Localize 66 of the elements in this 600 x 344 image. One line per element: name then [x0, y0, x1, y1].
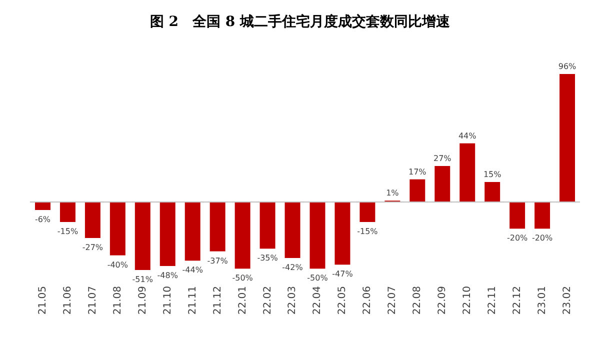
x-tick-label: 22.11 [487, 286, 498, 315]
bar [410, 179, 426, 202]
data-label: -20% [532, 234, 554, 243]
x-tick-label: 22.03 [287, 286, 298, 315]
data-label: -40% [107, 260, 128, 270]
x-tick-label: 21.08 [112, 286, 124, 315]
x-tick-label: 22.09 [437, 286, 448, 315]
bar [560, 74, 576, 202]
x-tick-label: 22.01 [237, 286, 248, 315]
data-label: 15% [483, 170, 502, 179]
data-label: -50% [232, 274, 254, 283]
bar [484, 182, 500, 202]
data-label: 1% [386, 188, 400, 198]
x-tick-label: 21.06 [62, 286, 74, 315]
x-tick-label: 21.05 [37, 286, 48, 315]
x-tick-label: 23.02 [562, 286, 573, 315]
bar [210, 202, 226, 252]
bar [310, 202, 326, 269]
bar [434, 166, 450, 202]
x-tick-label: 21.12 [212, 286, 224, 315]
data-label: -15% [57, 227, 78, 236]
data-label: -27% [82, 243, 104, 252]
bar [360, 202, 376, 222]
x-tick-label: 22.10 [462, 286, 474, 315]
bar [534, 202, 550, 229]
data-label: -50% [307, 274, 328, 283]
bar [334, 202, 350, 265]
x-tick-label: 21.11 [187, 286, 198, 315]
data-label: -37% [207, 256, 228, 266]
data-label: -42% [282, 263, 304, 272]
bar [134, 202, 150, 270]
x-tick-label: 22.12 [512, 286, 524, 315]
data-label: -51% [132, 275, 154, 284]
bar [60, 202, 76, 222]
x-tick-label: 22.04 [312, 286, 324, 315]
data-label: -35% [257, 254, 278, 263]
x-tick-label: 22.05 [337, 286, 348, 315]
x-tick-label: 21.09 [137, 286, 148, 315]
bar [160, 202, 176, 266]
data-label: 96% [558, 62, 577, 71]
data-label: -20% [506, 234, 528, 243]
data-label: -6% [34, 215, 51, 224]
bar [260, 202, 276, 249]
bar [284, 202, 300, 258]
x-tick-label: 22.08 [412, 286, 424, 315]
bar [460, 143, 476, 202]
bar [34, 202, 50, 210]
x-tick-label: 22.02 [262, 286, 274, 315]
data-label: -47% [332, 270, 354, 279]
bar [234, 202, 250, 269]
data-label: 17% [408, 167, 427, 176]
bar [110, 202, 126, 256]
x-tick-label: 21.07 [87, 286, 98, 315]
chart-title: 图 2 全国 8 城二手住宅月度成交套数同比增速 [150, 13, 452, 30]
data-label: 44% [458, 131, 477, 140]
data-label: -48% [157, 271, 178, 280]
data-label: -44% [182, 266, 204, 275]
x-tick-label: 21.10 [162, 286, 174, 315]
x-tick-label: 23.01 [537, 286, 548, 315]
data-label: 27% [433, 154, 452, 163]
x-tick-label: 22.07 [387, 286, 398, 315]
data-label: -15% [357, 227, 378, 236]
bar [510, 202, 526, 229]
bar [84, 202, 100, 238]
x-tick-label: 22.06 [362, 286, 374, 315]
bar [184, 202, 200, 261]
